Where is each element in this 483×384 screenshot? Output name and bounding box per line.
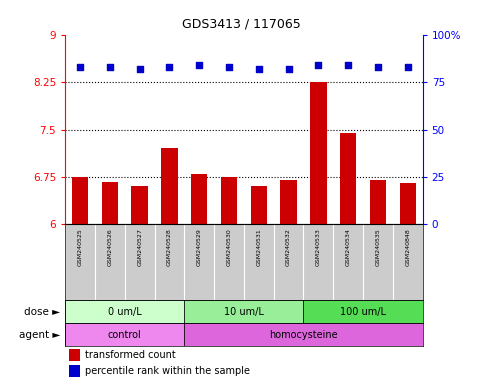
Text: transformed count: transformed count [85,350,176,360]
Bar [303,300,423,323]
Bar [69,349,80,361]
Bar [281,180,297,225]
Point [374,64,382,70]
Text: GSM240848: GSM240848 [405,228,410,266]
Text: homocysteine: homocysteine [269,329,338,339]
Bar [185,300,303,323]
Bar [69,366,80,377]
Point [404,64,412,70]
Bar [102,182,118,225]
Text: agent ►: agent ► [19,329,60,339]
Bar [185,323,423,346]
Point [166,64,173,70]
Point [314,62,322,68]
Bar [221,177,237,225]
Point [344,62,352,68]
Text: GSM240532: GSM240532 [286,228,291,266]
Point [76,64,84,70]
Bar [72,177,88,225]
Bar [191,174,207,225]
Text: dose ►: dose ► [24,307,60,317]
Bar [161,149,178,225]
Text: GDS3413 / 117065: GDS3413 / 117065 [182,17,301,30]
Text: GSM240528: GSM240528 [167,228,172,266]
Text: GSM240530: GSM240530 [227,228,231,266]
Bar [65,323,185,346]
Bar [399,183,416,225]
Bar [65,300,185,323]
Text: 0 um/L: 0 um/L [108,307,142,317]
Text: 10 um/L: 10 um/L [224,307,264,317]
Bar [370,180,386,225]
Bar [131,186,148,225]
Text: GSM240526: GSM240526 [107,228,113,266]
Point [106,64,114,70]
Text: control: control [108,329,142,339]
Point [255,66,263,72]
Text: GSM240535: GSM240535 [375,228,381,266]
Text: percentile rank within the sample: percentile rank within the sample [85,366,250,376]
Bar [310,82,327,225]
Text: 100 um/L: 100 um/L [340,307,386,317]
Text: GSM240531: GSM240531 [256,228,261,266]
Point [195,62,203,68]
Text: GSM240525: GSM240525 [78,228,83,266]
Point [136,66,143,72]
Bar [251,187,267,225]
Text: GSM240527: GSM240527 [137,228,142,266]
Point [225,64,233,70]
Text: GSM240534: GSM240534 [346,228,351,266]
Bar [340,132,356,225]
Text: GSM240529: GSM240529 [197,228,202,266]
Point [285,66,293,72]
Text: GSM240533: GSM240533 [316,228,321,266]
